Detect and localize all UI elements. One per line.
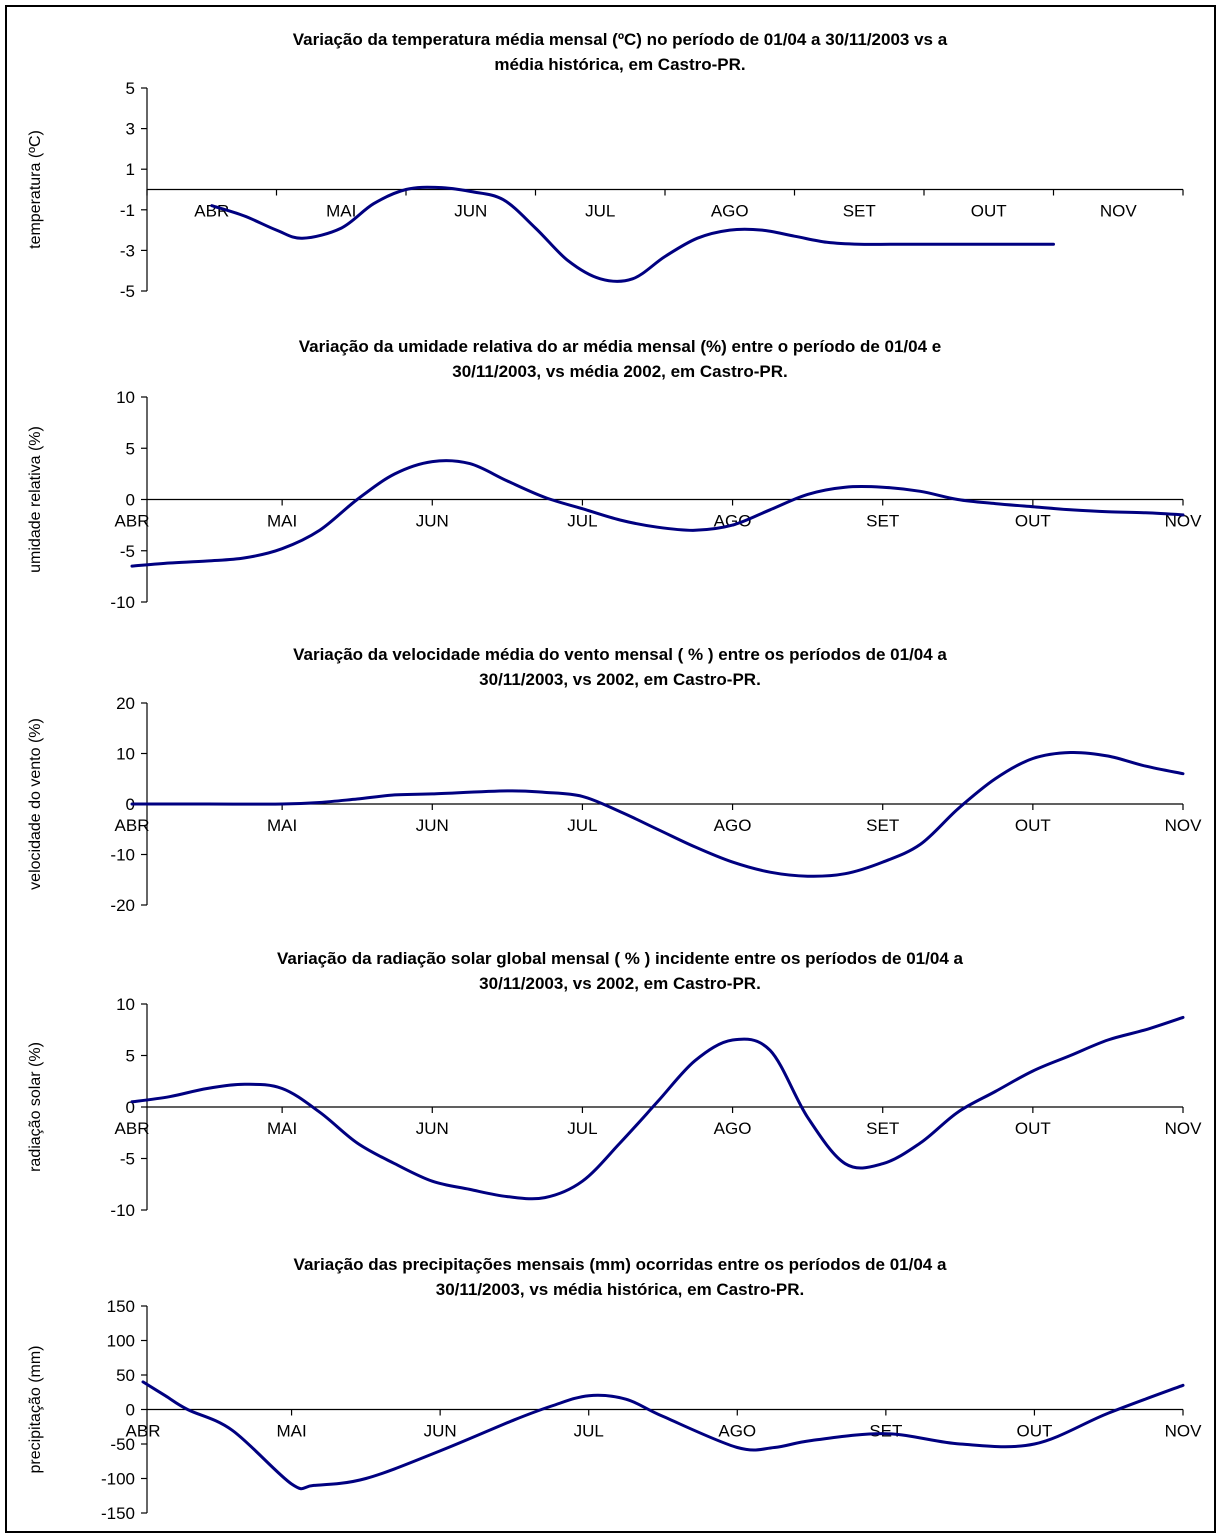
x-tick-label: JUL: [567, 512, 597, 531]
y-tick-label: 5: [126, 1047, 135, 1066]
x-tick-label: MAI: [326, 202, 356, 221]
x-tick-label: ABR: [115, 816, 150, 835]
x-tick-label: ABR: [115, 512, 150, 531]
x-tick-label: AGO: [714, 512, 752, 531]
y-axis-label: precipitação (mm): [27, 1345, 44, 1473]
chart-3: Variação da velocidade média do vento me…: [27, 645, 1202, 915]
x-tick-label: SET: [843, 202, 876, 221]
y-tick-label: 0: [126, 1401, 135, 1420]
y-tick-label: -10: [110, 593, 135, 612]
y-tick-label: 1: [126, 160, 135, 179]
x-tick-label: NOV: [1165, 1422, 1203, 1441]
x-tick-label: NOV: [1165, 1119, 1203, 1138]
y-tick-label: 10: [116, 995, 135, 1014]
series-line: [130, 750, 1185, 878]
y-tick-label: -150: [101, 1504, 135, 1523]
chart-frame: [5, 5, 1216, 1533]
x-tick-label: NOV: [1165, 816, 1203, 835]
x-tick-label: MAI: [267, 816, 297, 835]
y-tick-label: 10: [116, 388, 135, 407]
y-tick-label: 50: [116, 1366, 135, 1385]
chart-title-line: 30/11/2003, vs média 2002, em Castro-PR.: [452, 362, 787, 381]
y-tick-label: -3: [120, 241, 135, 260]
x-tick-label: JUN: [424, 1422, 457, 1441]
x-tick-label: SET: [866, 816, 899, 835]
y-tick-label: 150: [107, 1297, 135, 1316]
x-tick-label: AGO: [718, 1422, 756, 1441]
x-tick-label: SET: [866, 1119, 899, 1138]
x-tick-label: ABR: [126, 1422, 161, 1441]
series-line: [141, 1380, 1185, 1491]
x-tick-label: JUN: [454, 202, 487, 221]
chart-title-line: Variação da velocidade média do vento me…: [293, 645, 947, 664]
y-tick-label: 5: [126, 79, 135, 98]
x-tick-label: AGO: [711, 202, 749, 221]
x-tick-label: SET: [866, 512, 899, 531]
x-tick-label: AGO: [714, 1119, 752, 1138]
chart-4: Variação da radiação solar global mensal…: [27, 949, 1202, 1220]
y-tick-label: 0: [126, 491, 135, 510]
y-tick-label: 0: [126, 1098, 135, 1117]
x-tick-label: NOV: [1165, 512, 1203, 531]
x-tick-label: JUN: [416, 512, 449, 531]
chart-title-line: Variação da umidade relativa do ar média…: [299, 337, 941, 356]
y-tick-label: -100: [101, 1470, 135, 1489]
x-tick-label: JUL: [574, 1422, 604, 1441]
x-tick-label: OUT: [1015, 816, 1051, 835]
y-tick-label: -20: [110, 896, 135, 915]
series-line: [130, 459, 1185, 568]
x-tick-label: OUT: [1016, 1422, 1052, 1441]
y-tick-label: -10: [110, 846, 135, 865]
y-tick-label: 20: [116, 694, 135, 713]
x-tick-label: MAI: [267, 512, 297, 531]
x-tick-label: OUT: [1015, 1119, 1051, 1138]
x-tick-label: ABR: [115, 1119, 150, 1138]
x-tick-label: MAI: [276, 1422, 306, 1441]
y-tick-label: -5: [120, 1150, 135, 1169]
series-line: [130, 1015, 1185, 1201]
chart-2: Variação da umidade relativa do ar média…: [27, 337, 1202, 612]
y-axis-label: velocidade do vento (%): [27, 718, 44, 890]
y-tick-label: -50: [110, 1435, 135, 1454]
y-tick-label: 10: [116, 745, 135, 764]
chart-title-line: Variação das precipitações mensais (mm) …: [294, 1255, 947, 1274]
x-tick-label: OUT: [1015, 512, 1051, 531]
y-tick-label: -5: [120, 282, 135, 301]
x-tick-label: SET: [869, 1422, 902, 1441]
y-axis-label: umidade relativa (%): [27, 426, 44, 573]
y-tick-label: 5: [126, 439, 135, 458]
chart-title-line: média histórica, em Castro-PR.: [494, 55, 745, 74]
y-axis-label: radiação solar (%): [27, 1042, 44, 1172]
y-tick-label: 0: [126, 795, 135, 814]
x-tick-label: JUL: [567, 816, 597, 835]
chart-title-line: 30/11/2003, vs média histórica, em Castr…: [436, 1280, 805, 1299]
x-tick-label: JUL: [585, 202, 615, 221]
series-line: [210, 185, 1055, 283]
x-tick-label: JUN: [416, 1119, 449, 1138]
y-axis-label: temperatura (ºC): [27, 130, 44, 249]
chart-title-line: Variação da temperatura média mensal (ºC…: [293, 30, 948, 49]
y-tick-label: -5: [120, 542, 135, 561]
x-tick-label: AGO: [714, 816, 752, 835]
y-tick-label: -10: [110, 1201, 135, 1220]
x-tick-label: NOV: [1100, 202, 1138, 221]
chart-5: Variação das precipitações mensais (mm) …: [27, 1255, 1202, 1523]
x-tick-label: MAI: [267, 1119, 297, 1138]
chart-title-line: Variação da radiação solar global mensal…: [277, 949, 963, 968]
y-tick-label: -1: [120, 201, 135, 220]
y-tick-label: 3: [126, 120, 135, 139]
chart-title-line: 30/11/2003, vs 2002, em Castro-PR.: [479, 974, 761, 993]
chart-1: Variação da temperatura média mensal (ºC…: [27, 30, 1184, 301]
x-tick-label: JUN: [416, 816, 449, 835]
x-tick-label: ABR: [194, 202, 229, 221]
y-tick-label: 100: [107, 1332, 135, 1351]
x-tick-label: JUL: [567, 1119, 597, 1138]
chart-title-line: 30/11/2003, vs 2002, em Castro-PR.: [479, 670, 761, 689]
x-tick-label: OUT: [971, 202, 1007, 221]
